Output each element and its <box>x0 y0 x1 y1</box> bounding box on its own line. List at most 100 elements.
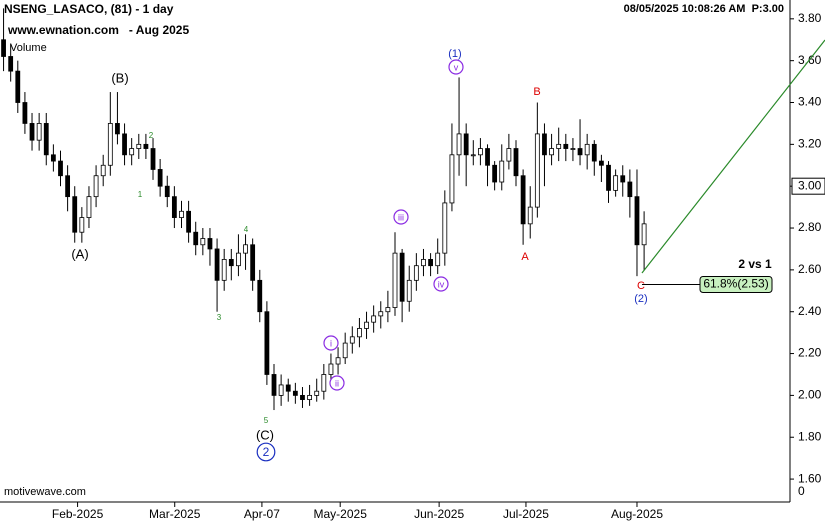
candle-body <box>157 169 163 187</box>
candle-body <box>271 374 277 396</box>
candle-body <box>357 328 362 338</box>
candle-body <box>257 279 263 313</box>
candle-body <box>15 70 21 103</box>
candle-body <box>58 160 63 177</box>
candle-body <box>292 390 298 396</box>
wave-label: 1 <box>138 190 143 199</box>
wave-label: 2 <box>149 131 154 140</box>
candle-body <box>29 123 35 141</box>
candle-body <box>399 252 405 302</box>
y-tick-label: 2.20 <box>798 346 822 360</box>
last-price-box <box>791 177 825 195</box>
candle-body <box>79 217 85 233</box>
candle-body <box>193 231 199 246</box>
candle-body <box>406 279 412 302</box>
candle-body <box>563 143 569 149</box>
candle-body <box>36 123 42 141</box>
wave-label: A <box>521 251 529 263</box>
x-tick-label: Jun-2025 <box>414 507 464 521</box>
fib-label: 61.8%(2.53) <box>703 277 768 291</box>
y-tick-label: 2.00 <box>798 388 822 402</box>
candle-body <box>442 202 448 254</box>
wave-label: (B) <box>111 70 128 85</box>
wave-label: i <box>330 338 332 348</box>
wave-circle <box>323 335 339 351</box>
x-tick-label: Feb-2025 <box>52 507 104 521</box>
x-tick-label: Apr-07 <box>244 507 280 521</box>
wave-circle <box>329 375 345 391</box>
candle-body <box>136 143 142 149</box>
candle-body <box>456 133 462 156</box>
candle-body <box>8 56 14 72</box>
wave-label: (A) <box>71 246 88 261</box>
candle-body <box>122 133 127 156</box>
candle-body <box>250 244 256 281</box>
candle-body <box>556 143 562 149</box>
candle-body <box>577 148 583 156</box>
candle-body <box>1 39 6 57</box>
x-tick-label: Mar-2025 <box>149 507 201 521</box>
volume-tick-label: 0 <box>798 484 805 498</box>
x-tick-label: Jul-2025 <box>503 507 549 521</box>
candle-body <box>606 164 611 191</box>
candle-body <box>264 311 270 375</box>
last-price-label: 3.00 <box>798 178 822 192</box>
candle-body <box>520 175 526 225</box>
subtitle: www.ewnation.com - Aug 2025 <box>7 23 189 37</box>
candle-body <box>186 210 192 233</box>
wave-label: 5 <box>264 416 269 425</box>
candle-body <box>506 148 512 162</box>
candle-body <box>86 196 92 218</box>
candle-body <box>278 384 284 396</box>
wave-circle <box>433 276 449 292</box>
candle-body <box>179 210 184 218</box>
candle-body <box>463 133 469 156</box>
candle-body <box>342 342 348 359</box>
candle-body <box>570 148 576 150</box>
volume-label: Volume <box>10 42 47 54</box>
candle-body <box>492 164 498 183</box>
candle-body <box>307 394 312 400</box>
wave-label: 4 <box>244 225 249 234</box>
candle-body <box>527 206 533 225</box>
candle-body <box>627 181 633 198</box>
candle-body <box>143 143 149 149</box>
candle-body <box>620 175 626 183</box>
candle-body <box>100 164 106 177</box>
candle-body <box>470 154 476 157</box>
wave-circle <box>256 442 276 462</box>
candle-body <box>214 248 220 281</box>
candle-body <box>164 185 170 198</box>
y-tick-label: 3.80 <box>798 11 822 25</box>
candle-body <box>228 259 234 267</box>
candle-body <box>421 259 426 267</box>
candle-body <box>221 259 227 281</box>
candle-body <box>413 265 419 281</box>
candle-body <box>613 175 619 191</box>
candle-body <box>534 133 540 208</box>
wave-label: 3 <box>217 313 222 322</box>
wave-circle <box>448 59 464 75</box>
wave-label: B <box>533 86 540 98</box>
wave-label: v <box>454 62 459 72</box>
candle-body <box>435 252 441 267</box>
y-tick-label: 1.80 <box>798 429 822 443</box>
candle-body <box>200 238 206 246</box>
candle-body <box>478 148 483 156</box>
candle-body <box>321 374 327 392</box>
candle-body <box>598 160 604 166</box>
y-tick-label: 2.80 <box>798 220 822 234</box>
candle-body <box>328 363 334 375</box>
candle-body <box>72 196 78 233</box>
candle-body <box>549 148 554 156</box>
x-tick-label: Aug-2025 <box>611 507 663 521</box>
candle-body <box>641 223 647 246</box>
x-tick-label: May-2025 <box>314 507 368 521</box>
y-tick-label: 3.40 <box>798 95 822 109</box>
candle-body <box>485 148 490 166</box>
candle-body <box>285 384 291 392</box>
wave-label: (1) <box>448 48 461 60</box>
wave-label: 2 vs 1 <box>738 257 772 271</box>
candle-body <box>371 315 377 323</box>
